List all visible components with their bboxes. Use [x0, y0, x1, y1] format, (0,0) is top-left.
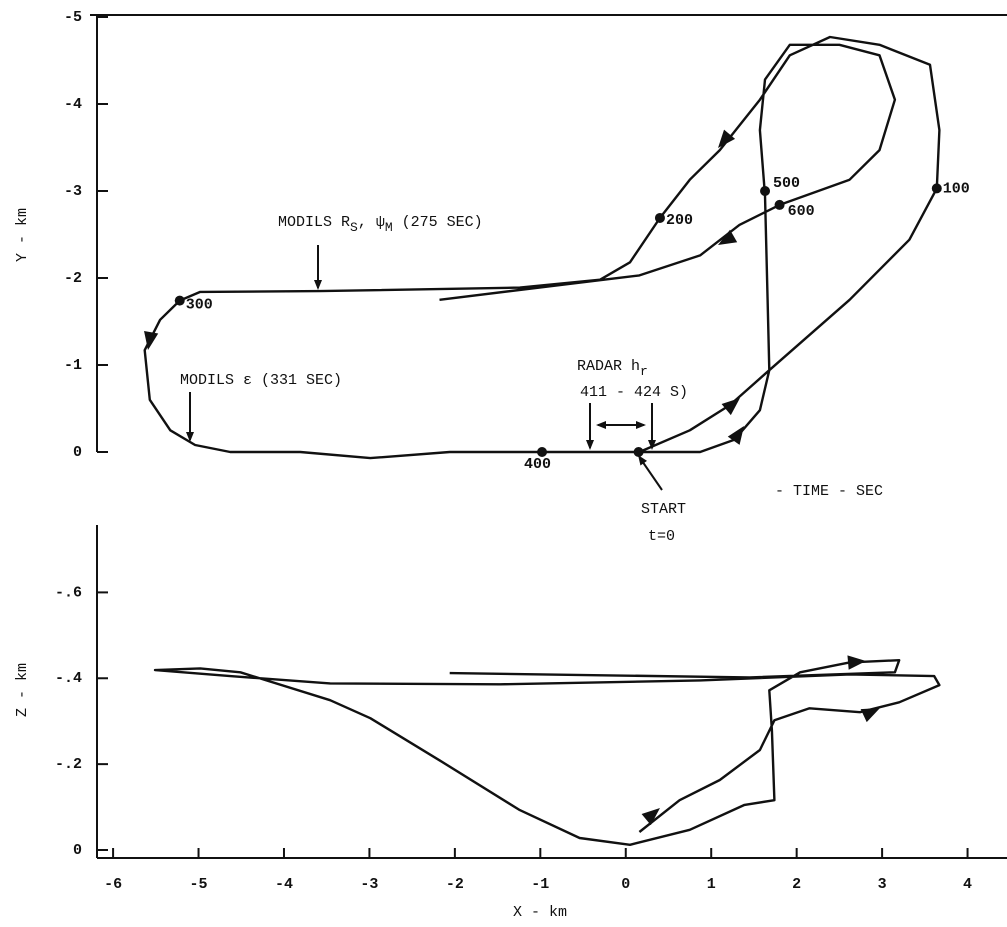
- arrowhead: [727, 426, 744, 445]
- arrowhead: [144, 331, 159, 350]
- x-tick-label: -3: [360, 876, 378, 893]
- time-label: 200: [666, 212, 693, 229]
- arrowhead: [596, 421, 606, 429]
- subscript: M: [385, 220, 393, 235]
- subscript: S: [350, 220, 358, 235]
- y-tick-label: 0: [73, 842, 82, 859]
- annotation: MODILS RS, ψM (275 SEC): [278, 214, 483, 235]
- annotation-text: START: [641, 501, 686, 518]
- arrowhead: [636, 421, 646, 429]
- y-tick-label: -.6: [55, 584, 82, 601]
- x-tick-label: -6: [104, 876, 122, 893]
- arrowhead: [718, 129, 736, 148]
- time-mark: [774, 199, 785, 210]
- x-tick-label: -4: [275, 876, 293, 893]
- time-label: 100: [943, 180, 970, 197]
- annotation-text: RADAR h: [577, 358, 640, 375]
- arrowhead: [648, 440, 656, 450]
- arrowhead: [641, 808, 660, 826]
- time-label: 300: [186, 297, 213, 314]
- annotation-text: 411 - 424 S): [580, 384, 688, 401]
- x-tick-label: 4: [963, 876, 972, 893]
- trajectory: [153, 659, 941, 846]
- annotation: MODILS ε (331 SEC): [180, 372, 342, 389]
- arrowhead: [586, 440, 594, 450]
- annotation-text: MODILS R: [278, 214, 350, 231]
- x-tick-label: 1: [707, 876, 716, 893]
- time-mark: [633, 447, 644, 457]
- x-tick-label: 3: [878, 876, 887, 893]
- arrowhead: [718, 229, 738, 245]
- annotation: t=0: [648, 528, 675, 545]
- annotation-text: t=0: [648, 528, 675, 545]
- time-mark: [654, 212, 665, 223]
- y-tick-label: -3: [64, 183, 82, 200]
- y-tick-label: -5: [64, 9, 82, 26]
- time-mark: [174, 295, 185, 306]
- time-mark: [537, 447, 548, 457]
- time-label: 500: [773, 175, 800, 192]
- y-tick-label: -2: [64, 270, 82, 287]
- time-mark: [931, 183, 942, 194]
- arrowhead: [314, 280, 322, 290]
- arrowhead: [860, 708, 880, 723]
- annotation-text: - TIME - SEC: [775, 483, 883, 500]
- y-tick-label: -.2: [55, 756, 82, 773]
- arrowhead: [638, 455, 648, 466]
- y-axis-label: Y - km: [14, 208, 31, 262]
- y-tick-label: -.4: [55, 670, 82, 687]
- arrowhead: [847, 655, 866, 670]
- x-tick-label: 0: [621, 876, 630, 893]
- trajectory: [143, 35, 941, 460]
- y-tick-label: -1: [64, 357, 82, 374]
- subscript: r: [640, 364, 648, 379]
- x-tick-label: 2: [792, 876, 801, 893]
- annotation: 411 - 424 S): [580, 384, 688, 401]
- pointer-line: [639, 457, 663, 491]
- x-tick-label: -5: [190, 876, 208, 893]
- annotation-text: (275 SEC): [393, 214, 483, 231]
- x-axis-label: X - km: [513, 904, 567, 921]
- z-axis-label: Z - km: [14, 663, 31, 717]
- arrowhead: [721, 398, 740, 416]
- y-tick-label: 0: [73, 444, 82, 461]
- annotation-text: MODILS ε (331 SEC): [180, 372, 342, 389]
- x-tick-label: -2: [446, 876, 464, 893]
- annotation: - TIME - SEC: [775, 483, 883, 500]
- y-tick-label: -4: [64, 96, 82, 113]
- annotation: RADAR hr: [577, 358, 648, 379]
- time-label: 600: [788, 203, 815, 220]
- annotation-text: , ψ: [358, 214, 385, 231]
- arrowhead: [186, 432, 194, 442]
- x-tick-label: -1: [531, 876, 549, 893]
- time-mark: [760, 186, 771, 196]
- annotation: START: [641, 501, 686, 518]
- time-label: 400: [524, 456, 551, 473]
